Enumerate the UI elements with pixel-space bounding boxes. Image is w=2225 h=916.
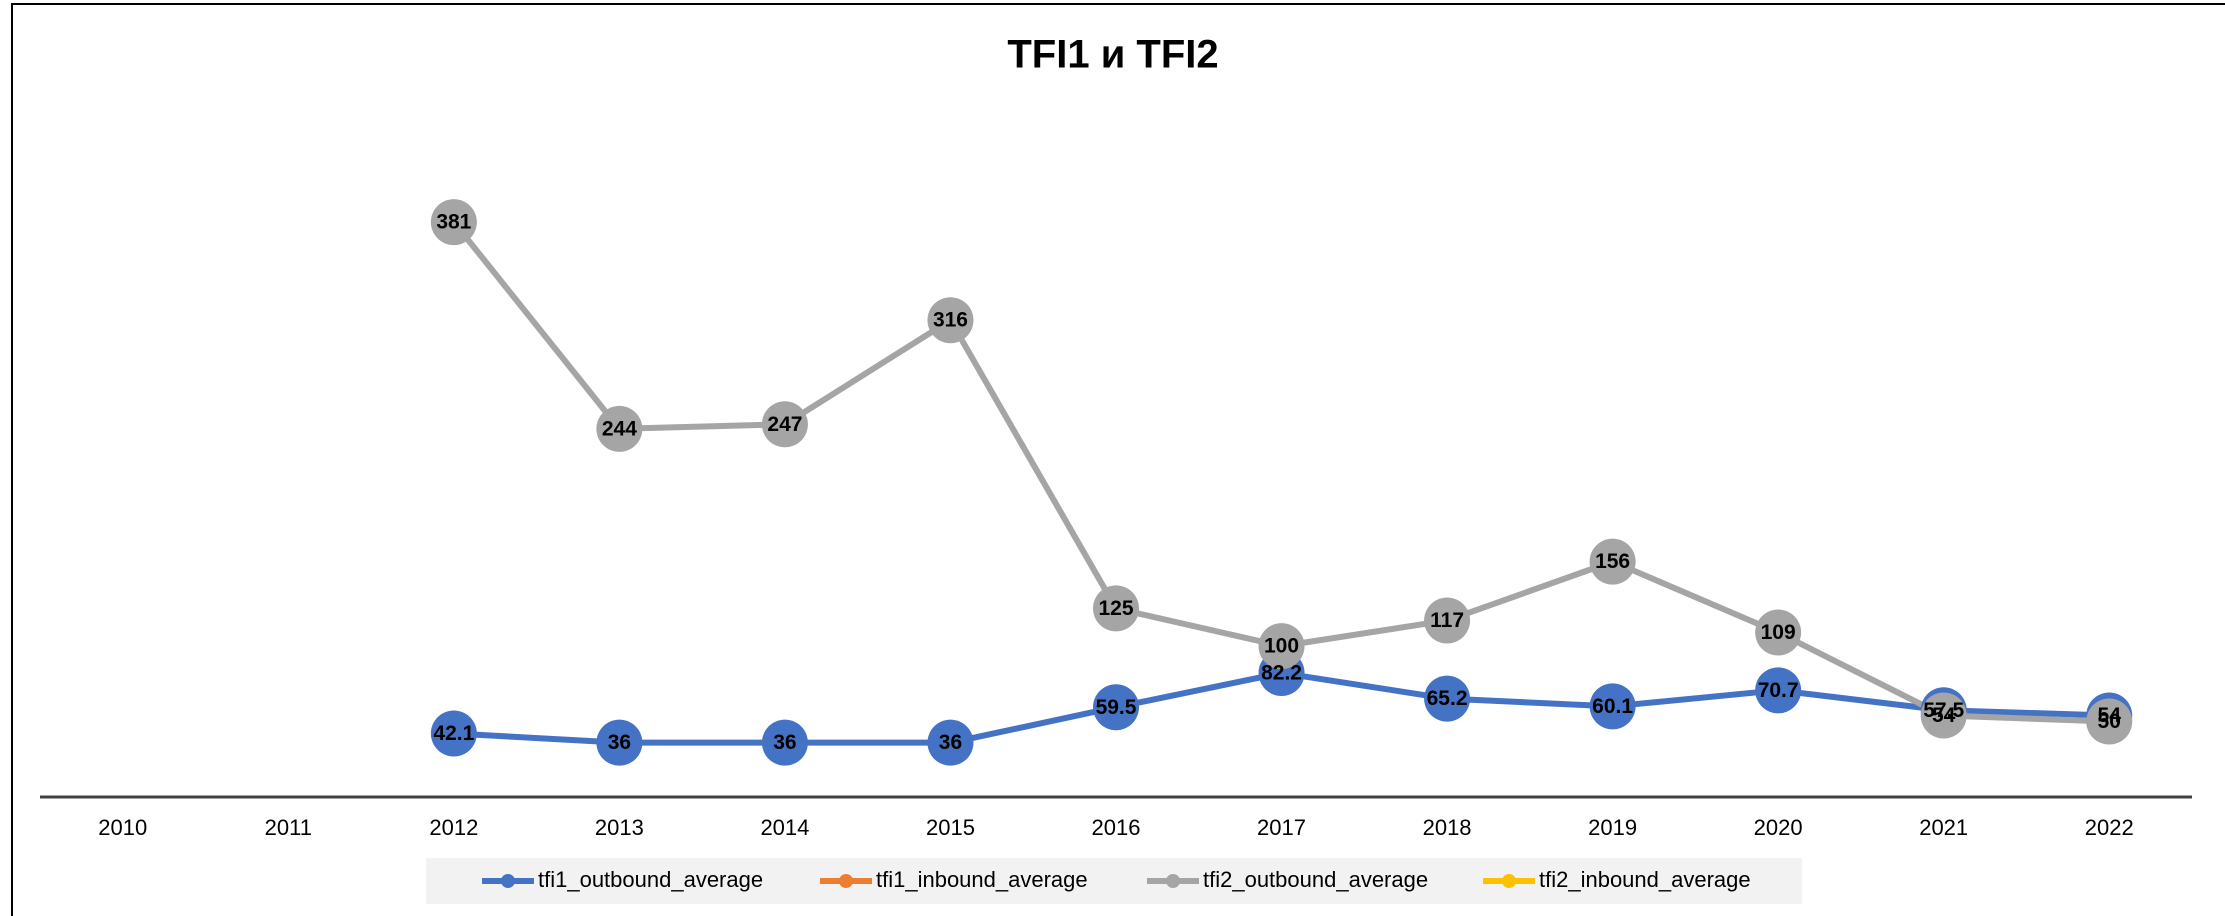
data-label: 247 bbox=[767, 413, 802, 436]
data-label: 70.7 bbox=[1758, 679, 1799, 702]
x-tick-label: 2017 bbox=[1257, 815, 1306, 840]
x-tick-label: 2011 bbox=[265, 815, 312, 840]
data-point bbox=[1755, 609, 1802, 656]
data-point bbox=[927, 719, 974, 766]
legend-label: tfi1_outbound_average bbox=[538, 867, 763, 892]
data-label: 117 bbox=[1430, 609, 1464, 632]
chart-title: TFI1 и TFI2 bbox=[1007, 33, 1218, 77]
data-point bbox=[927, 297, 974, 344]
data-point bbox=[1755, 667, 1802, 714]
x-tick-label: 2012 bbox=[429, 815, 478, 840]
data-point bbox=[1424, 597, 1471, 644]
data-point bbox=[1920, 692, 1967, 739]
data-point bbox=[1258, 623, 1305, 670]
legend-marker bbox=[1166, 874, 1180, 888]
data-label: 109 bbox=[1761, 621, 1796, 644]
data-point bbox=[1093, 585, 1139, 632]
legend-label: tfi2_outbound_average bbox=[1203, 867, 1428, 892]
data-point bbox=[2086, 698, 2133, 745]
data-label: 82.2 bbox=[1261, 662, 1302, 685]
x-tick-label: 2020 bbox=[1754, 815, 1803, 840]
x-tick-label: 2014 bbox=[760, 815, 809, 840]
legend-label: tfi1_inbound_average bbox=[876, 867, 1088, 892]
data-point bbox=[1589, 538, 1636, 585]
x-tick-label: 2010 bbox=[98, 815, 147, 840]
legend-marker bbox=[1502, 874, 1516, 888]
data-label: 244 bbox=[602, 417, 637, 440]
data-label: 125 bbox=[1098, 597, 1133, 620]
data-label: 36 bbox=[773, 731, 796, 754]
x-tick-label: 2021 bbox=[1919, 815, 1968, 840]
data-label: 100 bbox=[1264, 635, 1299, 658]
x-tick-label: 2013 bbox=[595, 815, 644, 840]
legend-box bbox=[426, 858, 1802, 904]
data-point bbox=[430, 710, 477, 757]
data-point bbox=[596, 719, 643, 766]
data-point bbox=[1589, 683, 1636, 730]
data-label: 381 bbox=[436, 211, 471, 234]
data-label: 65.2 bbox=[1427, 687, 1468, 710]
data-label: 156 bbox=[1595, 550, 1630, 573]
data-label: 54 bbox=[1932, 704, 1956, 727]
data-label: 316 bbox=[933, 309, 968, 332]
data-point bbox=[761, 719, 808, 766]
chart-frame bbox=[11, 3, 2225, 916]
x-tick-label: 2016 bbox=[1092, 815, 1141, 840]
x-tick-label: 2018 bbox=[1423, 815, 1472, 840]
data-label: 59.5 bbox=[1096, 696, 1137, 719]
data-label: 60.1 bbox=[1592, 695, 1633, 718]
data-point bbox=[596, 405, 643, 452]
x-tick-label: 2022 bbox=[2085, 815, 2134, 840]
data-label: 54 bbox=[2098, 704, 2122, 727]
data-label: 42.1 bbox=[433, 722, 474, 745]
data-label: 57.5 bbox=[1923, 699, 1964, 722]
data-label: 50 bbox=[2098, 710, 2121, 733]
x-tick-label: 2015 bbox=[926, 815, 975, 840]
legend-marker bbox=[501, 874, 515, 888]
x-tick-label: 2019 bbox=[1588, 815, 1637, 840]
data-label: 36 bbox=[939, 731, 962, 754]
data-point bbox=[430, 199, 477, 246]
data-point bbox=[1424, 675, 1471, 722]
legend-marker bbox=[839, 874, 853, 888]
data-label: 36 bbox=[608, 731, 631, 754]
legend-label: tfi2_inbound_average bbox=[1539, 867, 1751, 892]
data-point bbox=[1093, 684, 1139, 731]
data-point bbox=[761, 401, 808, 448]
